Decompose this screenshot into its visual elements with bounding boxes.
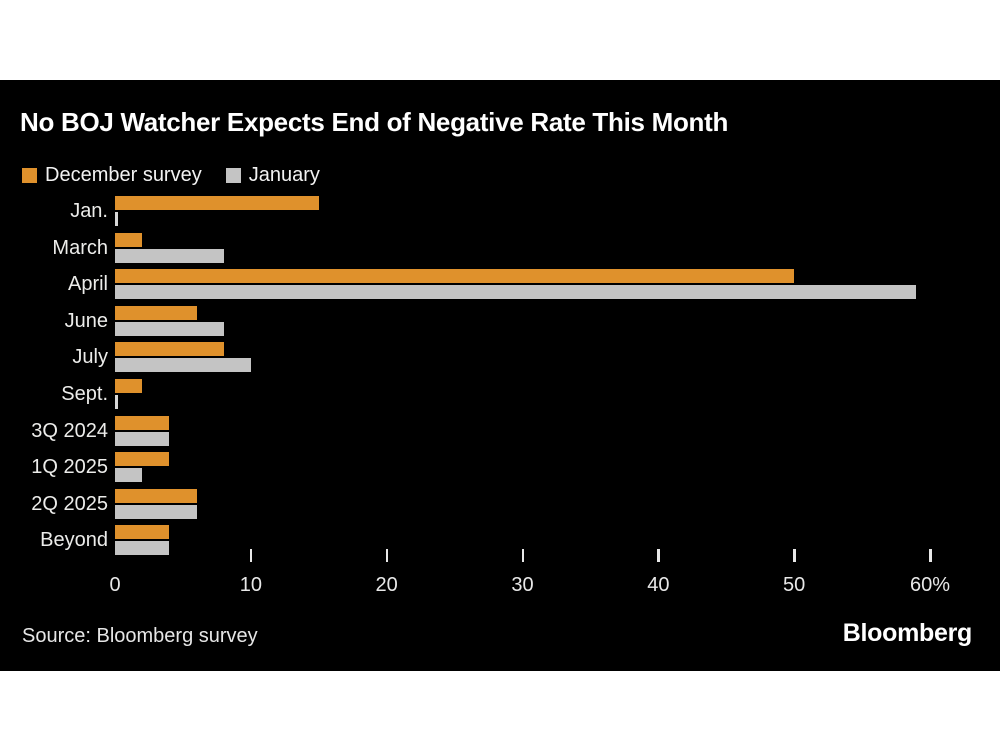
x-axis-tick-20 <box>385 549 389 562</box>
source-note: Source: Bloomberg survey <box>22 625 258 647</box>
bar-january-march <box>115 248 224 263</box>
x-axis-label-10: 10 <box>239 574 262 596</box>
category-label-beyond: Beyond <box>40 529 108 552</box>
bar-december-1q-2025 <box>115 452 170 467</box>
x-axis-label-0: 0 <box>109 574 121 596</box>
bar-january-june <box>115 321 224 336</box>
x-axis-label-60: 60% <box>909 574 951 596</box>
bar-december-july <box>115 342 224 357</box>
legend-label-december: December survey <box>45 164 202 186</box>
x-axis-tick-60 <box>929 549 932 562</box>
bar-december-march <box>115 232 143 247</box>
bar-december-sept <box>115 379 143 393</box>
x-axis-label-40: 40 <box>647 574 670 596</box>
category-label-2q-2025: 2Q 2025 <box>31 492 108 515</box>
bloomberg-logo: Bloomberg <box>842 619 973 647</box>
category-label-1q-2025: 1Q 2025 <box>31 456 108 479</box>
bar-december-beyond <box>115 525 170 540</box>
bar-january-2q-2025 <box>115 504 197 519</box>
bar-january-3q-2024 <box>115 431 170 446</box>
bar-january-april <box>115 285 917 300</box>
january-swatch-icon <box>225 168 241 183</box>
chart-card: No BOJ Watcher Expects End of Negative R… <box>0 80 1000 671</box>
bar-december-2q-2025 <box>115 488 197 503</box>
category-label-sept: Sept. <box>61 383 108 405</box>
bar-january-1q-2025 <box>115 468 143 483</box>
bar-january-sept <box>115 395 118 409</box>
december-swatch-icon <box>22 168 37 183</box>
bar-january-beyond <box>115 541 170 556</box>
legend-item-december: December survey <box>22 164 202 187</box>
plot-area: Jan. March April June July Sept. 3Q 2024 1Q 202… <box>0 80 1000 671</box>
category-label-march: March <box>52 236 108 259</box>
x-axis-label-30: 30 <box>511 574 534 596</box>
category-label-jan: Jan. <box>70 200 108 222</box>
chart-legend: December survey January <box>22 164 320 187</box>
x-axis-tick-40 <box>657 549 660 562</box>
bar-january-jan <box>115 212 118 226</box>
bar-december-jan <box>115 196 319 210</box>
legend-item-january: January <box>225 164 320 187</box>
category-label-3q-2024: 3Q 2024 <box>31 419 108 442</box>
x-axis-label-50: 50 <box>783 574 806 596</box>
chart-title: No BOJ Watcher Expects End of Negative R… <box>20 107 729 137</box>
bar-december-june <box>115 305 197 320</box>
category-label-july: July <box>72 346 108 369</box>
x-axis-tick-50 <box>793 549 796 562</box>
bar-january-july <box>115 358 251 373</box>
legend-label-january: January <box>248 164 320 186</box>
x-axis-tick-10 <box>249 549 253 562</box>
category-label-april: April <box>67 273 108 296</box>
category-label-june: June <box>64 309 108 332</box>
bar-december-3q-2024 <box>115 415 170 430</box>
x-axis-tick-30 <box>521 549 524 562</box>
bar-december-april <box>115 269 795 284</box>
x-axis-label-20: 20 <box>375 574 398 596</box>
